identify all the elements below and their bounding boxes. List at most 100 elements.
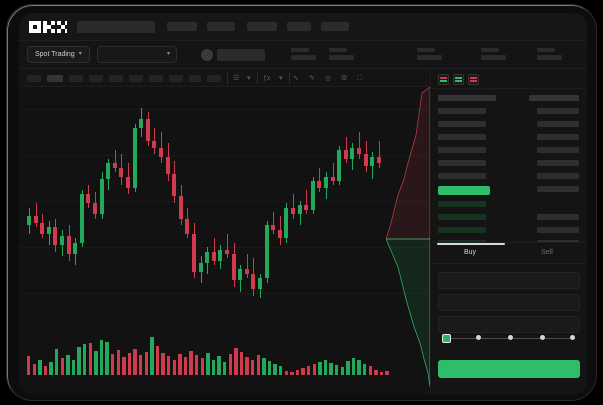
volume-bar: [340, 367, 344, 375]
timeframe-1h[interactable]: [109, 75, 123, 82]
order-book-header-right: [529, 95, 579, 101]
timeframe-1w[interactable]: [169, 75, 183, 82]
market-type-dropdown[interactable]: Spot Trading ▾: [27, 46, 90, 63]
volume-bar: [329, 363, 333, 375]
ask-row[interactable]: [438, 147, 486, 153]
volume-bar: [94, 351, 98, 375]
candle-body: [271, 225, 276, 230]
indicators-chevron-down-icon[interactable]: ▾: [279, 75, 283, 82]
candle-wick: [306, 189, 308, 215]
fullscreen-icon[interactable]: ⛶: [357, 75, 362, 82]
ask-row-amount: [537, 108, 579, 114]
candle-body: [304, 205, 309, 210]
top-navigation-bar: [19, 13, 587, 41]
candle-body: [178, 196, 183, 219]
slider-handle[interactable]: [442, 334, 451, 343]
ask-row[interactable]: [438, 160, 486, 166]
bid-row[interactable]: [438, 227, 486, 233]
timeframe-1mo[interactable]: [189, 75, 201, 82]
volume-bar: [155, 346, 160, 375]
order-price-field[interactable]: [438, 272, 580, 289]
bid-row[interactable]: [438, 201, 486, 207]
stat-value: [291, 55, 316, 60]
pencil-icon[interactable]: ✎: [309, 75, 315, 82]
book-mode-bids-icon[interactable]: [453, 74, 464, 85]
volume-bar: [295, 370, 300, 375]
timeframe-15m[interactable]: [69, 75, 83, 82]
place-buy-order-button[interactable]: [438, 360, 580, 378]
nav-item-2[interactable]: [207, 22, 235, 31]
ask-row[interactable]: [438, 108, 486, 114]
tab-sell[interactable]: Sell: [541, 249, 553, 256]
volume-bar: [116, 350, 120, 375]
timeframe-1m[interactable]: [27, 75, 41, 82]
stat-high: [329, 48, 354, 60]
volume-histogram: [19, 337, 430, 375]
ask-row[interactable]: [438, 121, 486, 127]
candle-body: [73, 242, 78, 254]
grid-line: [19, 247, 430, 248]
order-book-mode-switcher: [432, 69, 587, 89]
timeframe-30m[interactable]: [89, 75, 103, 82]
chevron-down-icon: ▾: [166, 51, 170, 57]
trading-pair-select[interactable]: ▾: [97, 46, 177, 63]
ask-row-amount: [537, 134, 579, 140]
volume-bar: [279, 366, 283, 375]
stat-value: [329, 55, 354, 60]
slider-step-dot[interactable]: [540, 335, 545, 340]
volume-bar: [150, 337, 154, 375]
slider-step-dot[interactable]: [508, 335, 513, 340]
candle-body: [46, 227, 51, 235]
bid-row-amount: [537, 227, 579, 233]
ask-row[interactable]: [438, 173, 486, 179]
volume-bar: [239, 352, 244, 375]
order-entry-form: [432, 264, 587, 394]
candlestick-chart[interactable]: [19, 87, 430, 395]
nav-item-5[interactable]: [321, 22, 349, 31]
chart-toolbar: ☰ ▾ ƒx ▾ ∿ ✎ ◎ ⚙ ⛶: [19, 69, 430, 87]
order-amount-field[interactable]: [438, 294, 580, 311]
book-mode-asks-icon[interactable]: [468, 74, 479, 85]
candle-body: [357, 147, 361, 155]
chart-type-chevron-down-icon[interactable]: ▾: [247, 75, 251, 82]
candle-body: [370, 156, 375, 166]
bid-row[interactable]: [438, 240, 486, 242]
volume-bar: [312, 364, 316, 375]
timeframe-more[interactable]: [207, 75, 221, 82]
camera-icon[interactable]: ◎: [325, 75, 332, 82]
timeframe-1d[interactable]: [149, 75, 163, 82]
candle-body: [343, 150, 348, 159]
nav-item-1[interactable]: [167, 22, 197, 31]
volume-bar: [99, 340, 104, 375]
timeframe-5m[interactable]: [47, 75, 63, 82]
candle-body: [27, 216, 31, 226]
candle-body: [126, 176, 130, 188]
nav-item-3[interactable]: [247, 22, 277, 31]
chart-type-icon[interactable]: ☰: [233, 75, 240, 82]
bid-row[interactable]: [438, 214, 486, 220]
search-input[interactable]: [77, 21, 155, 33]
nav-item-4[interactable]: [287, 22, 311, 31]
toolbar-divider: [227, 73, 228, 84]
volume-bar: [256, 355, 260, 375]
amount-percent-slider[interactable]: [442, 334, 578, 343]
timeframe-4h[interactable]: [129, 75, 143, 82]
ask-row[interactable]: [438, 134, 486, 140]
book-mode-both-icon[interactable]: [438, 74, 449, 85]
tab-buy[interactable]: Buy: [463, 249, 477, 256]
slider-step-dot[interactable]: [476, 335, 481, 340]
order-book-rows[interactable]: [432, 89, 587, 242]
order-total-field[interactable]: [438, 316, 580, 333]
volume-bar: [267, 361, 272, 375]
candle-body: [132, 127, 137, 188]
volume-bar: [251, 360, 255, 375]
volume-bar: [217, 356, 221, 375]
candle-body: [119, 167, 124, 177]
candle-body: [112, 163, 117, 168]
slider-step-dot[interactable]: [570, 335, 575, 340]
indicators-icon[interactable]: ƒx: [263, 75, 271, 82]
line-tool-icon[interactable]: ∿: [293, 75, 299, 82]
candle-wick: [293, 194, 294, 219]
okx-logo[interactable]: [29, 21, 67, 33]
settings-gear-icon[interactable]: ⚙: [341, 75, 348, 82]
